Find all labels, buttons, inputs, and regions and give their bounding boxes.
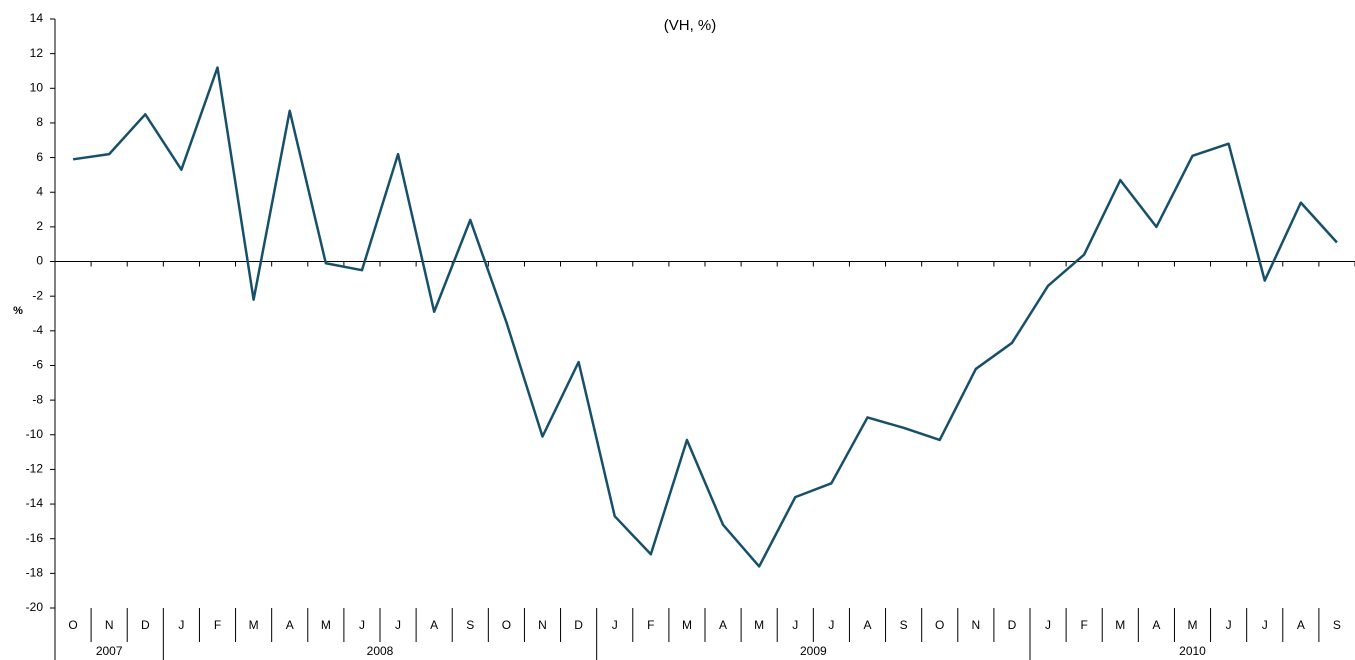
x-tick-label: S	[1333, 618, 1341, 632]
x-tick-label: J	[395, 618, 401, 632]
x-tick-label: S	[466, 618, 474, 632]
x-tick-label: D	[574, 618, 583, 632]
x-tick-label: F	[214, 618, 221, 632]
x-tick-label: F	[647, 618, 654, 632]
y-tick-label: -18	[26, 566, 44, 580]
y-tick-label: -12	[26, 462, 44, 476]
x-tick-label: J	[612, 618, 618, 632]
y-tick-label: -8	[32, 392, 43, 406]
x-tick-label: A	[719, 618, 727, 632]
x-tick-label: M	[321, 618, 331, 632]
x-tick-label: N	[538, 618, 547, 632]
x-tick-label: A	[1152, 618, 1160, 632]
y-tick-label: 8	[36, 115, 43, 129]
y-tick-label: -14	[26, 496, 44, 510]
y-tick-label: 2	[36, 219, 43, 233]
x-tick-label: N	[971, 618, 980, 632]
x-tick-label: A	[1297, 618, 1305, 632]
x-tick-label: M	[1115, 618, 1125, 632]
x-tick-label: M	[249, 618, 259, 632]
y-tick-label: -6	[32, 358, 43, 372]
x-tick-label: N	[105, 618, 114, 632]
x-tick-label: J	[1262, 618, 1268, 632]
x-group-label: 2009	[800, 644, 827, 658]
data-line	[72, 66, 1338, 568]
x-tick-label: J	[1045, 618, 1051, 632]
y-tick-label: 4	[36, 184, 43, 198]
x-tick-label: D	[1008, 618, 1017, 632]
x-tick-label: M	[682, 618, 692, 632]
x-tick-label: J	[1226, 618, 1232, 632]
y-axis-label: %	[13, 305, 23, 317]
x-tick-label: D	[141, 618, 150, 632]
x-tick-label: A	[286, 618, 294, 632]
x-tick-label: M	[754, 618, 764, 632]
y-tick-label: -20	[26, 600, 44, 614]
x-tick-label: J	[792, 618, 798, 632]
x-group-label: 2007	[96, 644, 123, 658]
y-tick-label: 0	[36, 254, 43, 268]
x-group-label: 2010	[1179, 644, 1206, 658]
x-tick-label: O	[502, 618, 511, 632]
y-tick-label: -10	[26, 427, 44, 441]
chart-subtitle: (VH, %)	[664, 17, 717, 34]
y-tick-label: 6	[36, 150, 43, 164]
x-tick-label: J	[178, 618, 184, 632]
y-tick-label: 14	[30, 11, 44, 25]
x-tick-label: J	[828, 618, 834, 632]
x-tick-label: M	[1188, 618, 1198, 632]
x-tick-label: S	[900, 618, 908, 632]
x-tick-label: J	[359, 618, 365, 632]
y-tick-label: -4	[32, 323, 43, 337]
x-tick-label: A	[430, 618, 438, 632]
x-tick-label: O	[68, 618, 77, 632]
x-tick-label: F	[1080, 618, 1087, 632]
y-tick-label: 10	[30, 80, 44, 94]
x-tick-label: A	[863, 618, 871, 632]
y-tick-label: -16	[26, 531, 44, 545]
x-group-label: 2008	[367, 644, 394, 658]
y-tick-label: -2	[32, 288, 43, 302]
y-tick-label: 12	[30, 46, 44, 60]
x-tick-label: O	[935, 618, 944, 632]
